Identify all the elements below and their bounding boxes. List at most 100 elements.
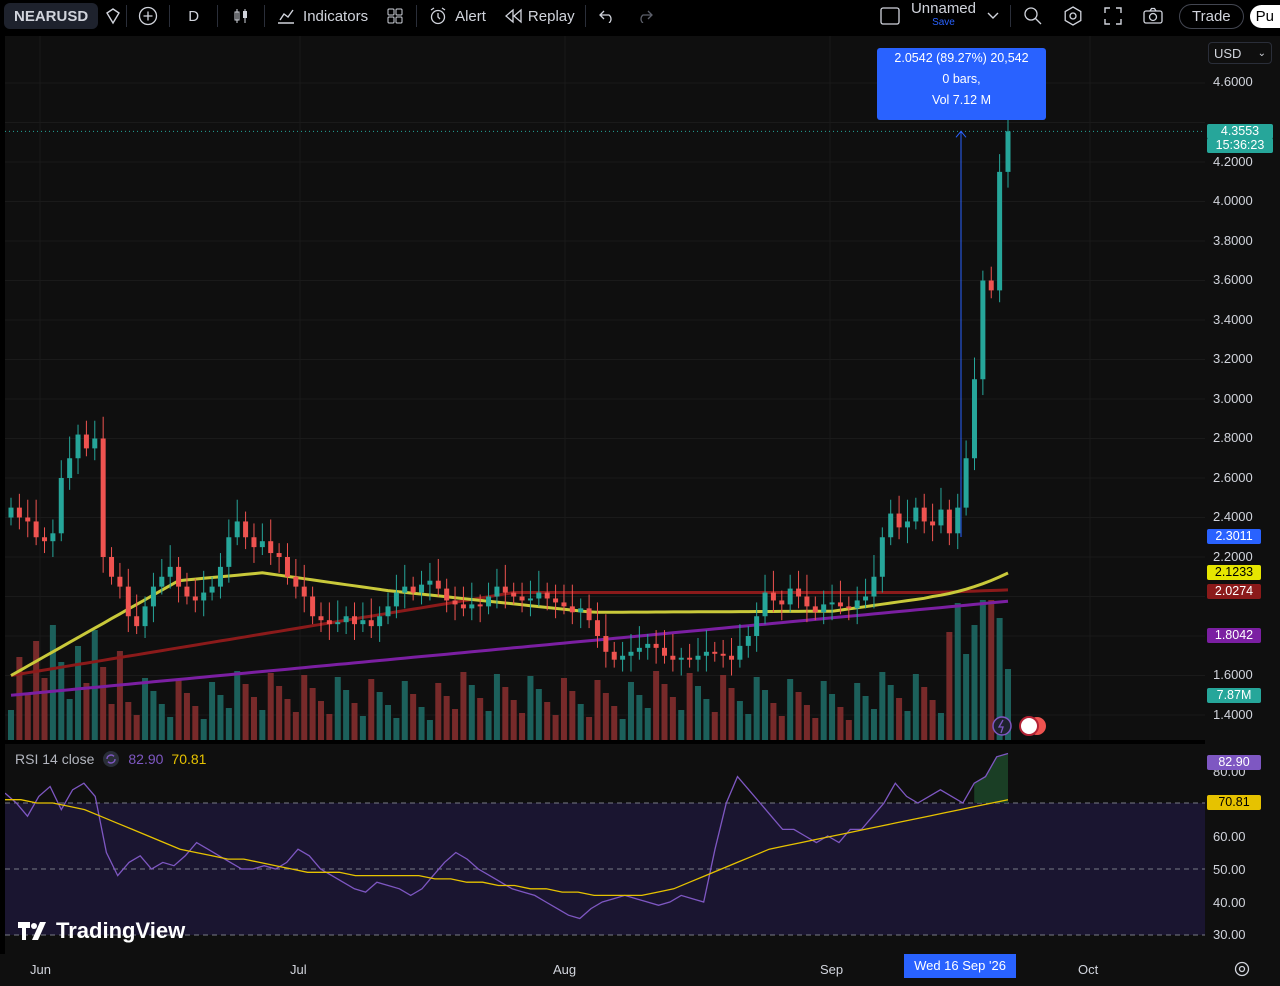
symbol-search-button[interactable]: NEARUSD [4,3,99,29]
undo-icon[interactable] [596,5,618,27]
add-symbol-icon[interactable] [137,5,159,27]
volume-bar [695,686,702,740]
candle [762,592,768,617]
volume-bar [904,711,911,740]
volume-bar [988,600,995,740]
volume-bar [267,673,274,740]
candle [318,616,324,621]
volume-bar [502,687,509,740]
candle [829,602,835,605]
volume-bar [736,701,743,740]
divider [1010,5,1011,27]
volume-bar [41,678,48,740]
candle [352,616,358,625]
candle [527,598,533,601]
volume-bar [133,715,140,740]
candle [1005,131,1011,172]
volume-bar [862,696,869,740]
rsi-chart[interactable] [5,744,1205,954]
redo-icon[interactable] [634,5,656,27]
volume-bar [753,677,760,740]
candle [201,592,207,601]
camera-icon[interactable] [1142,5,1164,27]
candle [477,604,483,607]
volume-bar [452,709,459,740]
price-chart[interactable] [5,36,1205,740]
price-axis-label: 3.6000 [1213,272,1253,287]
tradingview-logo[interactable]: TradingView [18,918,185,944]
time-axis[interactable] [0,954,1280,986]
ma-purple-line [10,599,1009,697]
candle [871,576,877,597]
volume-bar [234,671,241,740]
price-axis[interactable] [1205,36,1280,954]
volume-bar [510,700,517,740]
us-flag-icon[interactable] [1019,716,1039,736]
volume-bar [921,687,928,740]
volume-bar [426,720,433,740]
candle [904,521,910,528]
volume-bar [1005,669,1011,740]
candle [661,647,667,656]
volume-bar [519,713,526,740]
volume-bar [24,694,31,740]
layout-name-button[interactable]: Unnamed Save [911,1,976,30]
candle [846,606,852,609]
lightning-icon[interactable] [992,716,1012,736]
volume-bar [812,718,819,740]
chevron-down-icon[interactable] [982,5,1004,27]
replay-button[interactable]: Replay [494,0,583,32]
candle [377,616,383,627]
volume-bar [720,675,727,740]
candle [569,606,575,613]
volume-bar [669,697,676,740]
volume-bar [829,694,836,740]
rsi-pane[interactable] [5,744,1205,954]
time-label-oct: Oct [1078,962,1099,977]
quick-search-icon[interactable] [1022,5,1044,27]
volume-bar [83,683,90,740]
volume-bar [661,684,668,740]
volume-bar [16,657,23,740]
candle [50,533,56,542]
trade-button[interactable]: Trade [1179,3,1244,29]
volume-bar [100,667,107,740]
settings-icon[interactable] [1062,5,1084,27]
templates-icon[interactable] [384,5,406,27]
candle [594,620,600,636]
candle [486,596,492,607]
volume-bar [703,699,710,740]
candle [33,521,39,538]
volume-bar [803,705,810,740]
candle [670,655,676,660]
diamond-icon[interactable] [102,5,124,27]
candle [695,655,701,660]
volume-bar [66,699,73,740]
alert-button[interactable]: Alert [419,0,494,32]
fullscreen-icon[interactable] [1102,5,1124,27]
price-axis-label: 1.6000 [1213,667,1253,682]
candles-icon[interactable] [230,5,252,27]
settings-gear-icon[interactable] [1233,960,1251,983]
volume-bar [75,646,82,740]
candle [963,458,969,508]
layout-checkbox-icon[interactable] [879,5,901,27]
volume-bar [435,683,442,740]
volume-bar [108,704,115,740]
volume-bar [937,713,944,740]
price-axis-label: 2.6000 [1213,470,1253,485]
interval-button[interactable]: D [188,7,200,25]
candle [25,517,31,522]
refresh-icon[interactable] [102,750,120,768]
rsi-legend[interactable]: RSI 14 close 82.90 70.81 [15,750,206,768]
candle [192,596,198,601]
candle [603,636,609,652]
volume-tag: 7.87M [1207,688,1261,703]
currency-select[interactable]: USD ⌄ [1208,42,1272,64]
main-chart-pane[interactable] [5,36,1205,740]
candle [511,592,517,597]
candle [393,592,399,607]
publish-button[interactable]: Pu [1249,4,1280,28]
indicators-button[interactable]: Indicators [267,0,376,32]
candle [703,651,709,656]
